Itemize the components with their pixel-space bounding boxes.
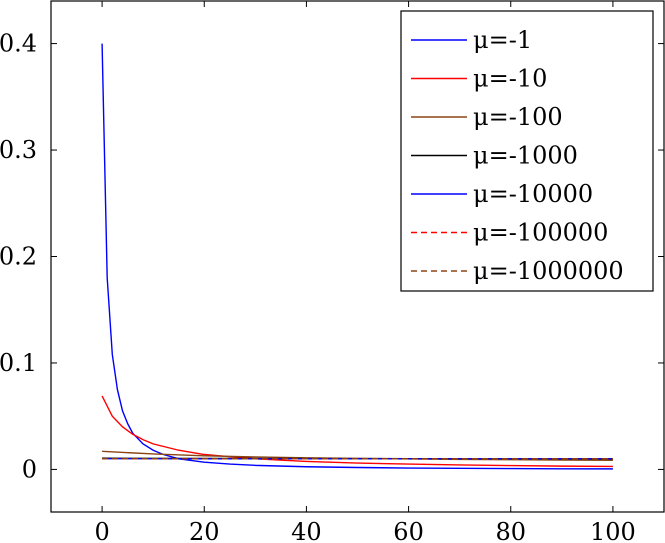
x-tick-label: 60 bbox=[393, 518, 424, 543]
y-tick-label: 0.3 bbox=[0, 136, 37, 164]
y-tick-label: 0.4 bbox=[0, 30, 37, 58]
x-tick-label: 40 bbox=[291, 518, 322, 543]
legend-label-6: μ=-1000000 bbox=[473, 257, 624, 285]
x-tick-label: 100 bbox=[590, 518, 636, 543]
series-group bbox=[101, 43, 613, 470]
legend-box bbox=[400, 10, 654, 292]
legend-label-3: μ=-1000 bbox=[473, 142, 578, 170]
legend: μ=-1 μ=-10 μ=-100 μ=-1000 μ=-10000 μ=-100000 μ… bbox=[400, 10, 654, 292]
legend-label-1: μ=-10 bbox=[473, 65, 547, 93]
legend-label-4: μ=-10000 bbox=[473, 180, 593, 208]
y-tick-label: 0 bbox=[22, 455, 37, 483]
legend-label-5: μ=-100000 bbox=[473, 219, 608, 247]
x-tick-label: 0 bbox=[94, 518, 109, 543]
y-tick-label: 0.1 bbox=[0, 349, 37, 377]
legend-label-0: μ=-1 bbox=[473, 26, 532, 54]
y-tick-label: 0.2 bbox=[0, 243, 37, 271]
legend-label-2: μ=-100 bbox=[473, 103, 563, 131]
x-tick-label: 20 bbox=[189, 518, 220, 543]
series-line-1 bbox=[101, 395, 613, 468]
x-tick-label: 80 bbox=[495, 518, 526, 543]
